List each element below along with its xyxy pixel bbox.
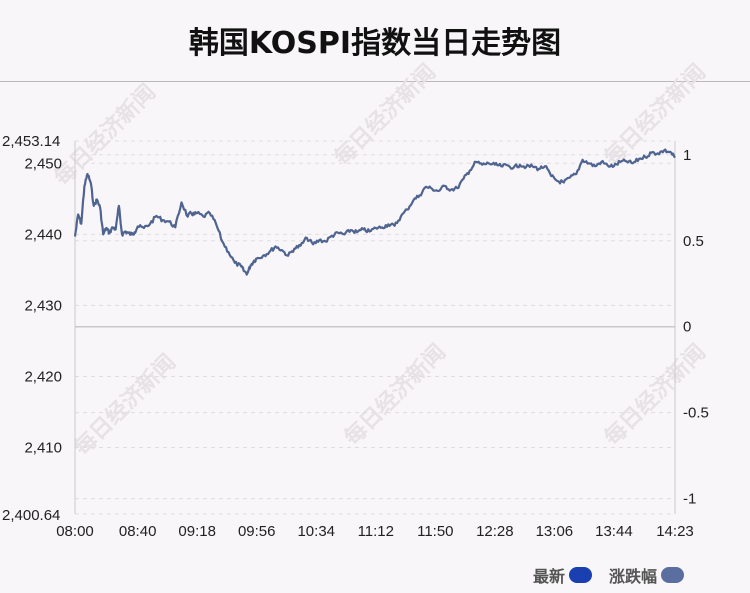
watermark-text: 每日经济新闻 [49,79,161,191]
y2-tick-label: 1 [683,147,691,164]
y-tick-label: 2,430 [24,297,62,314]
chart-title: 韩国KOSPI指数当日走势图 [188,26,562,61]
x-tick-label: 13:06 [536,523,574,540]
x-tick-label: 09:56 [238,523,276,540]
x-tick-label: 14:23 [656,523,694,540]
x-tick-label: 10:34 [297,523,335,540]
watermark-text: 每日经济新闻 [329,59,441,171]
x-tick-label: 11:12 [358,523,394,540]
y-tick-label: 2,450 [24,155,62,172]
title-divider [0,81,750,82]
y-tick-label: 2,453.14 [2,133,60,150]
x-tick-label: 08:40 [119,523,157,540]
axes [74,141,676,514]
legend-latest-swatch [569,567,593,583]
y2-tick-label: -0.5 [683,405,709,422]
y2-tick-label: -1 [683,491,696,508]
y-tick-label: 2,400.64 [2,507,60,524]
x-tick-label: 08:00 [56,523,94,540]
series-layer [73,148,676,276]
x-tick-label: 12:28 [476,523,514,540]
legend-change-swatch [661,567,685,583]
x-tick-label: 09:18 [178,523,216,540]
y-tick-label: 2,420 [24,368,62,385]
legend-change-label: 涨跌幅 [609,567,658,586]
gridlines [75,140,675,515]
y2-tick-label: 0.5 [683,233,704,250]
x-tick-label: 13:44 [595,523,633,540]
y-axis-labels: 2,453.14 2,450 2,440 2,430 2,420 2,410 2,400.6… [2,133,62,524]
y-tick-label: 2,410 [24,439,62,456]
legend-change[interactable]: 涨跌幅 [609,563,685,587]
y-tick-label: 2,440 [24,226,62,243]
legend-latest-label: 最新 [533,567,566,586]
x-tick-label: 11:50 [417,523,453,540]
watermark-text: 每日经济新闻 [69,349,181,461]
legend-latest[interactable]: 最新 [533,563,593,587]
kospi-series-line [73,148,676,276]
watermark-text: 每日经济新闻 [599,339,711,451]
y2-tick-label: 0 [683,319,691,336]
x-axis-labels: 08:00 08:40 09:18 09:56 10:34 11:12 11:50 12:28… [56,523,694,540]
watermark-text: 每日经济新闻 [339,339,451,451]
y2-axis-labels: 1 0.5 0 -0.5 -1 [683,147,709,508]
